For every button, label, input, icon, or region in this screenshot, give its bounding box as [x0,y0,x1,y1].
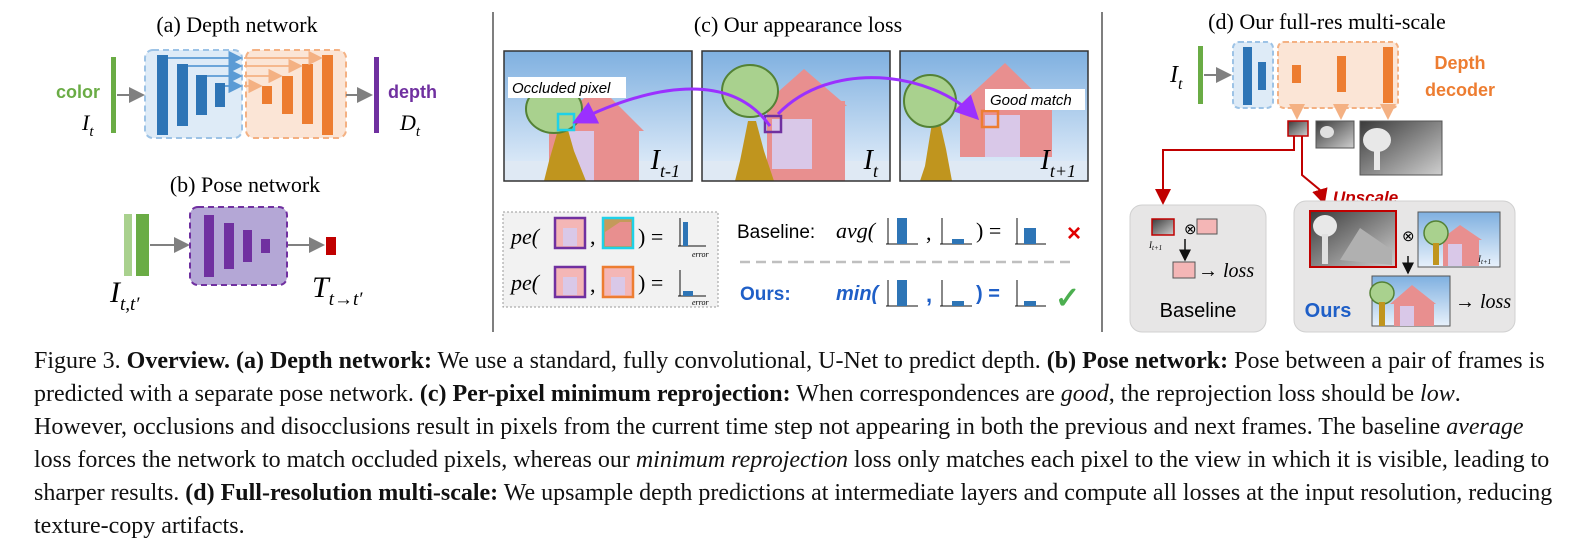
pose-input-bar-2 [136,214,149,276]
decoder-layer-4 [322,55,333,135]
pose-input-bar-1 [124,214,132,276]
caption-low: low [1420,381,1455,407]
pose-output [326,237,336,255]
output-symbol-a: Dt [399,110,421,140]
caption-c-heading: (c) Per-pixel minimum reprojection: [419,381,791,407]
svg-text:) =: ) = [638,224,663,249]
good-match-label: Good match [990,92,1072,109]
svg-text:) =: ) = [976,283,1000,305]
input-symbol-a: It [81,110,94,140]
caption-c-text-4: loss forces the network to match occlude… [34,447,630,473]
baseline-sub-label: It+1 [1148,240,1162,252]
panel-b-pose-network: (b) Pose network It,t′ Tt→t′ [109,172,363,315]
good-match-label-bg [985,89,1085,110]
min-func: min( [836,283,881,305]
depth-output-bar [374,57,379,133]
occluded-label: Occluded pixel [512,80,611,97]
svg-text:) =: ) = [638,270,663,295]
panel-d-full-res-multiscale: (d) Our full-res multi-scale It Depth de… [1129,9,1516,333]
pe-text-1: pe( [509,224,541,249]
otimes-ours: ⊗ [1402,229,1415,245]
baseline-label-d: Baseline [1160,300,1237,322]
frame-t: It [701,50,891,182]
svg-text:,: , [590,272,596,297]
ours-label-c: Ours: [740,284,791,305]
cross-mark: × [1067,220,1081,247]
color-input-bar [111,57,116,133]
caption-b-text: Pose between a pair of frames is predict… [34,348,1545,407]
check-mark: ✓ [1055,282,1080,315]
depth-label: depth [388,82,437,102]
svg-text:,: , [590,224,596,249]
caption-d-heading: (d) Full-resolution multi-scale: [185,480,499,506]
decoder-label-1: Depth [1435,53,1486,73]
panel-c-title: (c) Our appearance loss [694,12,902,37]
tree-trunk [544,123,586,181]
decoder-label-2: decoder [1425,80,1495,100]
reference-pixel-box [763,114,783,134]
pose-encoder-box [189,206,288,286]
depth-scale-small [1287,120,1309,137]
caption-min-reprojection: minimum reprojection [635,447,849,473]
frame-label-t: It [863,145,879,181]
panel-c-appearance-loss: (c) Our appearance loss It-1 It [502,12,1089,315]
otimes-baseline: ⊗ [1184,222,1197,238]
decoder-layer-3 [302,64,313,124]
caption-a-heading: (a) Depth network: [235,348,432,374]
arrow-to-occluded [572,87,772,127]
baseline-label-c: Baseline: [737,222,815,243]
arrow-to-baseline [1155,136,1295,205]
occluded-label-bg [508,77,626,98]
caption-c-text-1: When correspondences are [796,381,1055,407]
error-bar-high [683,222,688,246]
figure-label: Figure 3. [34,348,121,374]
caption-good: good [1060,381,1109,407]
baseline-box [1129,204,1267,333]
decoder-layer-1 [262,86,272,104]
svg-text:,: , [926,282,932,307]
encoder-layer-2 [177,64,188,126]
ours-sub-label: It+1 [1477,254,1491,266]
svg-text:) =: ) = [976,218,1001,243]
panel-a-depth-network: (a) Depth network color It depth Dt [56,12,437,140]
arrow-to-good-match [776,76,980,121]
ours-label-d: Ours [1305,300,1352,322]
frame-label-tp1: It+1 [1040,145,1076,181]
panel-a-title: (a) Depth network [156,12,317,37]
avg-func: avg( [836,218,877,243]
figure-3: (a) Depth network color It depth Dt (b) … [56,9,1516,333]
pe-text-2: pe( [509,270,541,295]
panel-d-title: (d) Our full-res multi-scale [1208,9,1446,34]
pose-input-symbol: It,t′ [109,276,140,315]
encoder-layer-3 [196,75,207,115]
frame-t-plus-1: It+1 [899,50,1089,182]
caption-c-text-2: , the reprojection loss should be [1108,381,1415,407]
loss-label-ours: → loss [1455,291,1511,313]
caption-a-text: We use a standard, fully convolutional, … [437,348,1041,374]
caption-d-text: We upsample depth predictions at interme… [34,480,1553,539]
caption-average: average [1446,414,1524,440]
loss-label-baseline: → loss [1198,260,1254,282]
caption-b-heading: (b) Pose network: [1046,348,1229,374]
pose-output-symbol: Tt→t′ [312,271,363,310]
caption-c-text-5: loss only matches each pixel to the view… [34,447,1550,506]
overview-heading: Overview. [126,348,230,374]
frame-label-tm1: It-1 [650,145,680,181]
panel-b-title: (b) Pose network [170,172,320,197]
input-symbol-d: It [1169,62,1183,93]
figure-caption: Figure 3. Overview. (a) Depth network: W… [34,345,1554,543]
encoder-layer-4 [215,83,225,107]
encoder-layer-1 [157,55,168,135]
svg-text:,: , [926,220,932,245]
good-match-box [980,109,1000,129]
error-bar-low [683,291,693,296]
error-label-1: error [692,250,709,259]
encoder-box [144,49,243,139]
decoder-layer-2 [282,76,293,114]
caption-c-text-3: . However, occlusions and disocclusions … [34,381,1461,440]
frame-t-minus-1: It-1 [503,50,693,182]
arrow-upscale [1301,136,1328,205]
error-label-2: error [692,298,709,307]
color-label: color [56,82,100,102]
